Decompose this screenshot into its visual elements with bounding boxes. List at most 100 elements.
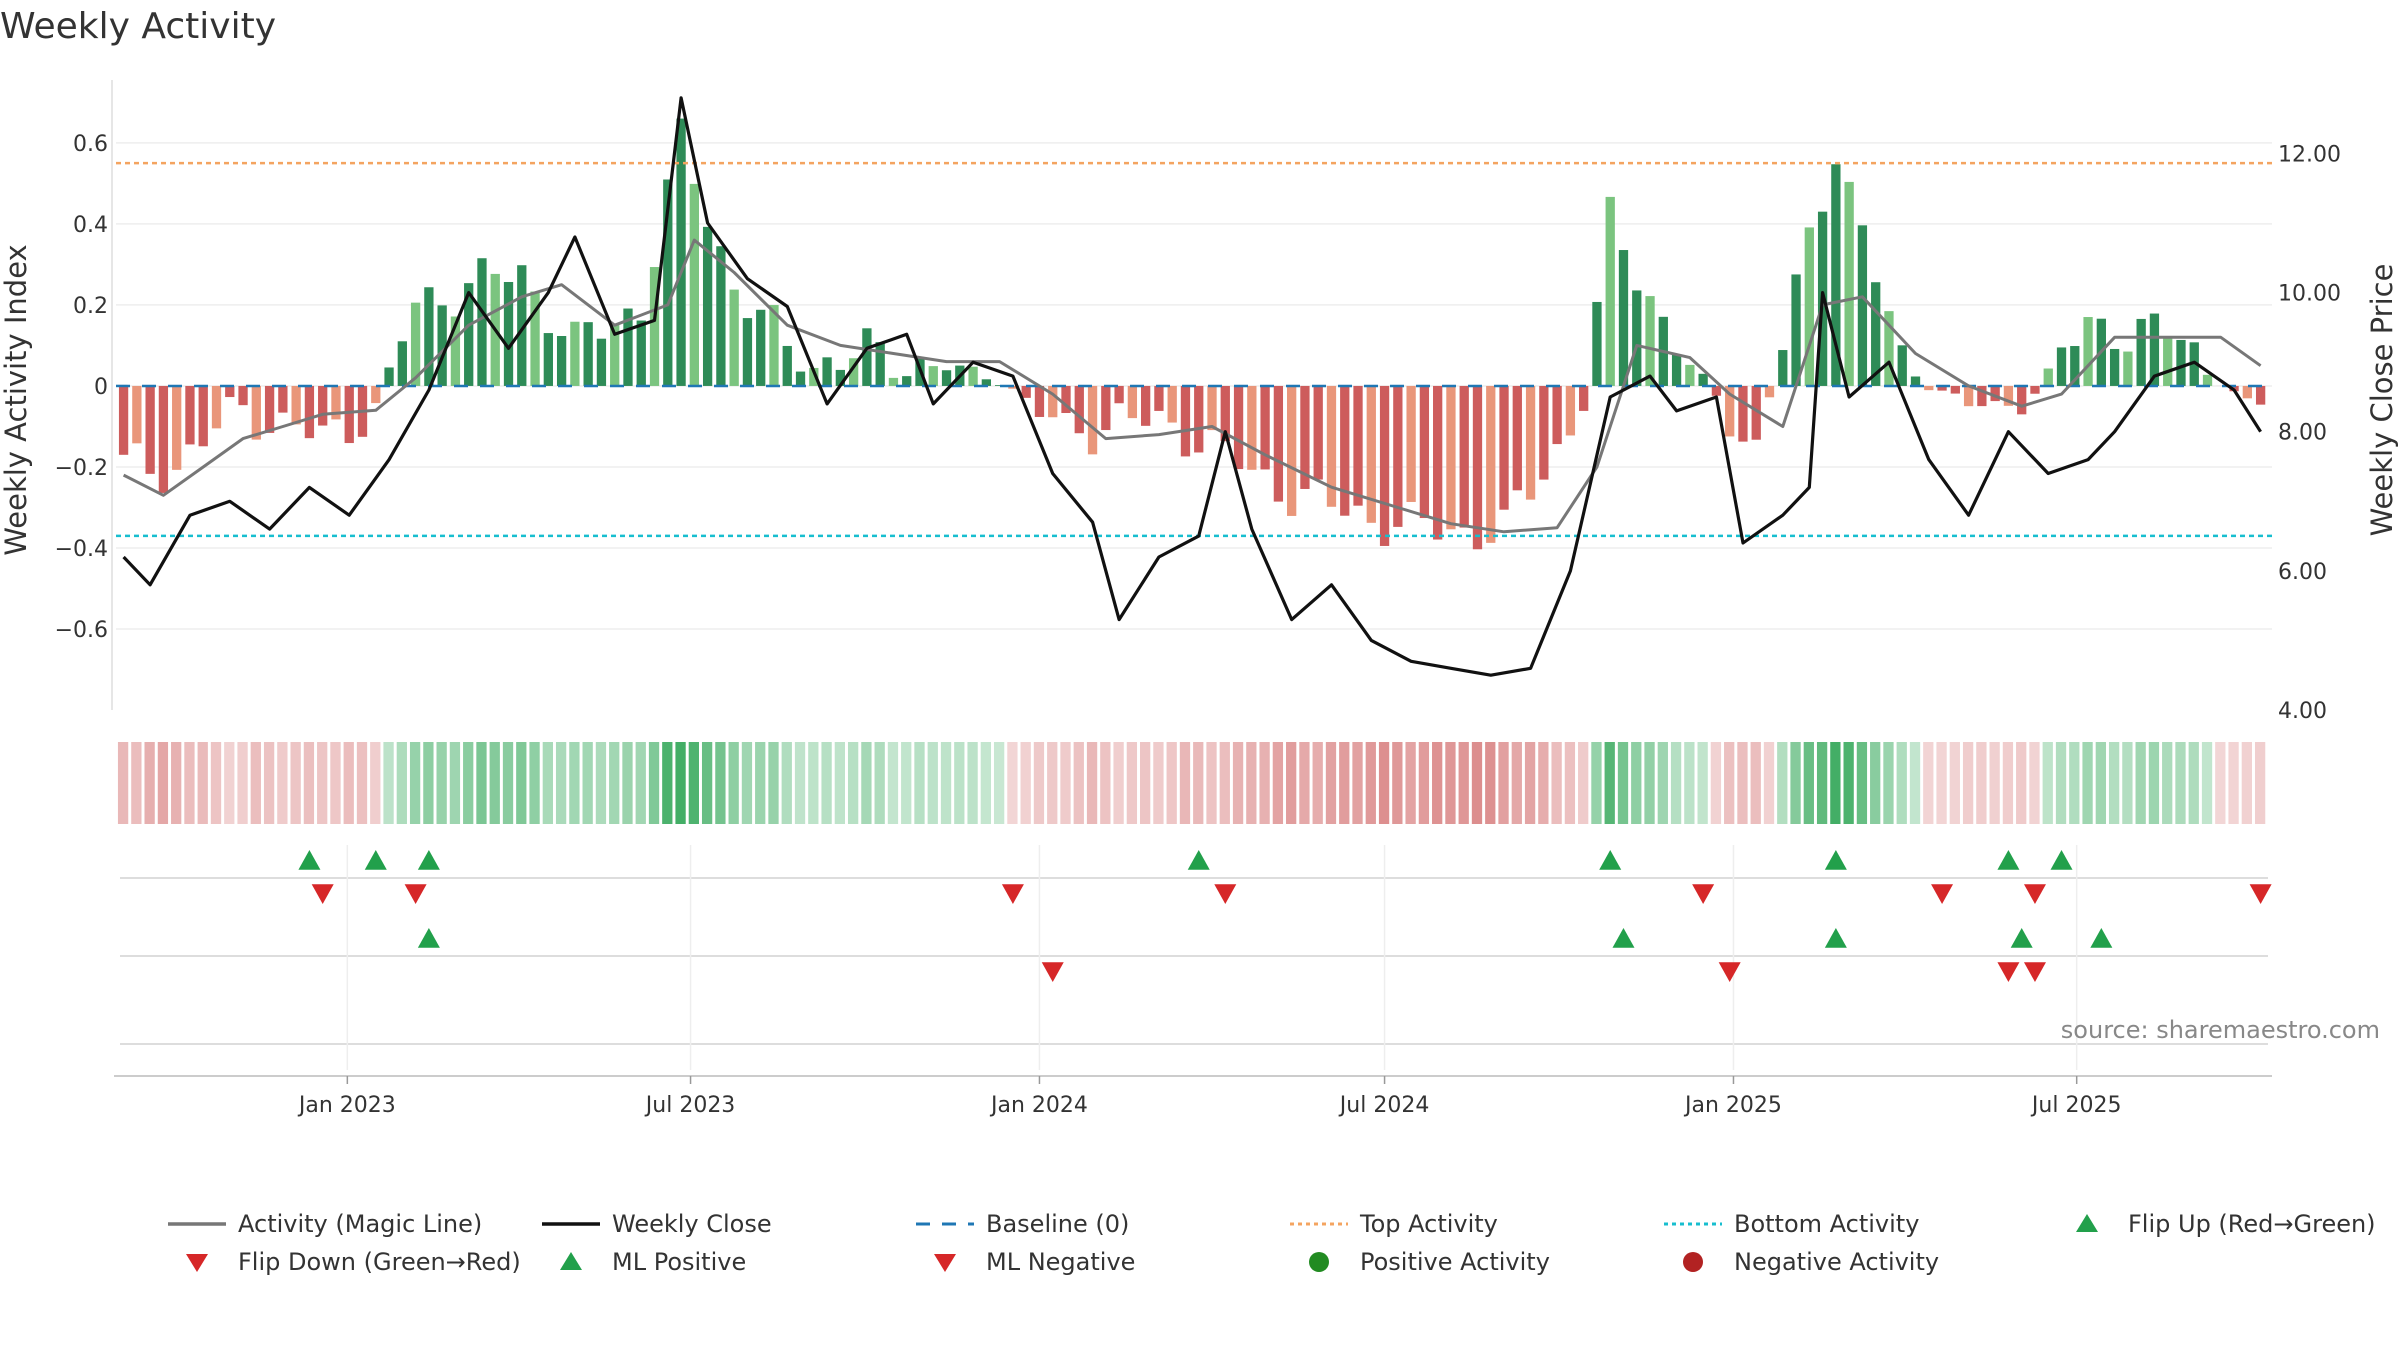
strip-cell xyxy=(2055,742,2067,824)
strip-cell xyxy=(2201,742,2213,824)
strip-cell xyxy=(1392,742,1403,824)
activity-bar xyxy=(1048,385,1058,418)
strip-cell xyxy=(250,742,261,824)
y2-tick-label: 4.00 xyxy=(2278,699,2327,724)
activity-bar xyxy=(1154,385,1164,411)
activity-bar xyxy=(2030,385,2040,394)
activity-bar xyxy=(1326,385,1337,507)
activity-bar xyxy=(1340,385,1350,516)
activity-bar xyxy=(132,385,142,444)
legend-label: ML Negative xyxy=(986,1248,1135,1276)
strip-cell xyxy=(1697,742,1708,824)
activity-bar xyxy=(1008,385,1018,389)
strip-cell xyxy=(2122,742,2133,824)
strip-cell xyxy=(821,742,832,824)
strip-cell xyxy=(887,742,899,824)
strip-cell xyxy=(1286,742,1297,824)
strip-cell xyxy=(2108,742,2120,824)
activity-bar xyxy=(264,385,275,433)
strip-cell xyxy=(768,742,779,824)
activity-bar xyxy=(1499,385,1509,510)
strip-cell xyxy=(516,742,527,824)
flip-down-marker xyxy=(311,884,334,904)
activity-bar xyxy=(1074,385,1084,434)
flip-up-marker xyxy=(1187,850,1210,870)
activity-bar xyxy=(1990,385,2000,402)
strip-cell xyxy=(1777,742,1788,824)
activity-bar xyxy=(1738,385,1748,442)
activity-bar xyxy=(1406,385,1416,502)
ml-negative-marker xyxy=(1041,962,1064,982)
strip-cell xyxy=(980,742,992,824)
activity-bar xyxy=(1579,385,1589,411)
activity-bar xyxy=(464,283,474,386)
activity-bar xyxy=(610,323,620,386)
activity-bar xyxy=(1645,296,1655,386)
flip-markers xyxy=(120,845,2272,1070)
strip-cell xyxy=(914,742,925,824)
legend-label: Flip Up (Red→Green) xyxy=(2128,1210,2376,1238)
activity-bar xyxy=(1034,385,1045,417)
flip-down-marker xyxy=(1214,884,1237,904)
activity-bar xyxy=(822,357,832,386)
activity-bar xyxy=(1313,385,1323,480)
activity-bar xyxy=(543,333,553,386)
activity-bar xyxy=(1778,350,1788,386)
activity-bar xyxy=(994,385,1005,386)
y-tick-label: 0 xyxy=(94,375,108,400)
x-tick-label: Jul 2023 xyxy=(644,1093,736,1118)
strip-cell xyxy=(463,742,474,824)
strip-cell xyxy=(1617,742,1629,824)
activity-bar xyxy=(1101,385,1111,431)
strip-cell xyxy=(1511,742,1522,824)
strip-cell xyxy=(489,742,500,824)
y-tick-label: 0.6 xyxy=(73,132,108,157)
strip-cell xyxy=(794,742,806,824)
strip-cell xyxy=(2029,742,2040,824)
strip-cell xyxy=(290,742,301,824)
activity-bar xyxy=(1525,385,1536,500)
activity-bar xyxy=(1857,225,1868,386)
activity-bar xyxy=(384,367,394,386)
activity-bar xyxy=(1831,164,1841,386)
x-tick-label: Jan 2025 xyxy=(1683,1093,1782,1118)
strip-cell xyxy=(542,742,553,824)
activity-bar xyxy=(2070,346,2080,386)
activity-bar xyxy=(1180,385,1191,457)
activity-bar xyxy=(729,289,739,386)
activity-bar xyxy=(318,385,328,426)
strip-cell xyxy=(967,742,978,824)
strip-cell xyxy=(1524,742,1536,824)
activity-bar xyxy=(663,179,673,386)
activity-bar xyxy=(344,385,354,444)
activity-bar xyxy=(716,246,726,386)
ml-positive-marker xyxy=(2010,928,2033,948)
flip-up-marker xyxy=(2050,850,2073,870)
activity-bar xyxy=(1552,385,1562,445)
activity-bar xyxy=(676,118,686,386)
strip-cell xyxy=(1325,742,1337,824)
strip-cell xyxy=(1272,742,1284,824)
grid-layer xyxy=(116,142,2272,630)
strip-cell xyxy=(1976,742,1987,824)
strip-cell xyxy=(1750,742,1761,824)
y-tick-label: −0.2 xyxy=(55,456,108,481)
activity-bar xyxy=(1446,385,1456,530)
activity-bar xyxy=(1114,385,1124,404)
strip-cell xyxy=(2215,742,2226,824)
activity-bar xyxy=(1353,385,1363,506)
strip-cell xyxy=(2002,742,2014,824)
strip-cell xyxy=(2082,742,2093,824)
strip-cell xyxy=(901,742,912,824)
strip-cell xyxy=(1737,742,1748,824)
chart-title: Weekly Activity xyxy=(0,6,276,47)
flip-up-marker xyxy=(298,850,321,870)
flip-down-marker xyxy=(2249,884,2272,904)
strip-cell xyxy=(356,742,368,824)
strip-cell xyxy=(1073,742,1084,824)
activity-bar xyxy=(397,341,407,386)
strip-cell xyxy=(1551,742,1562,824)
source-text: source: sharemaestro.com xyxy=(2061,1016,2380,1044)
strip-cell xyxy=(662,742,673,824)
x-tick-label: Jan 2023 xyxy=(297,1093,396,1118)
